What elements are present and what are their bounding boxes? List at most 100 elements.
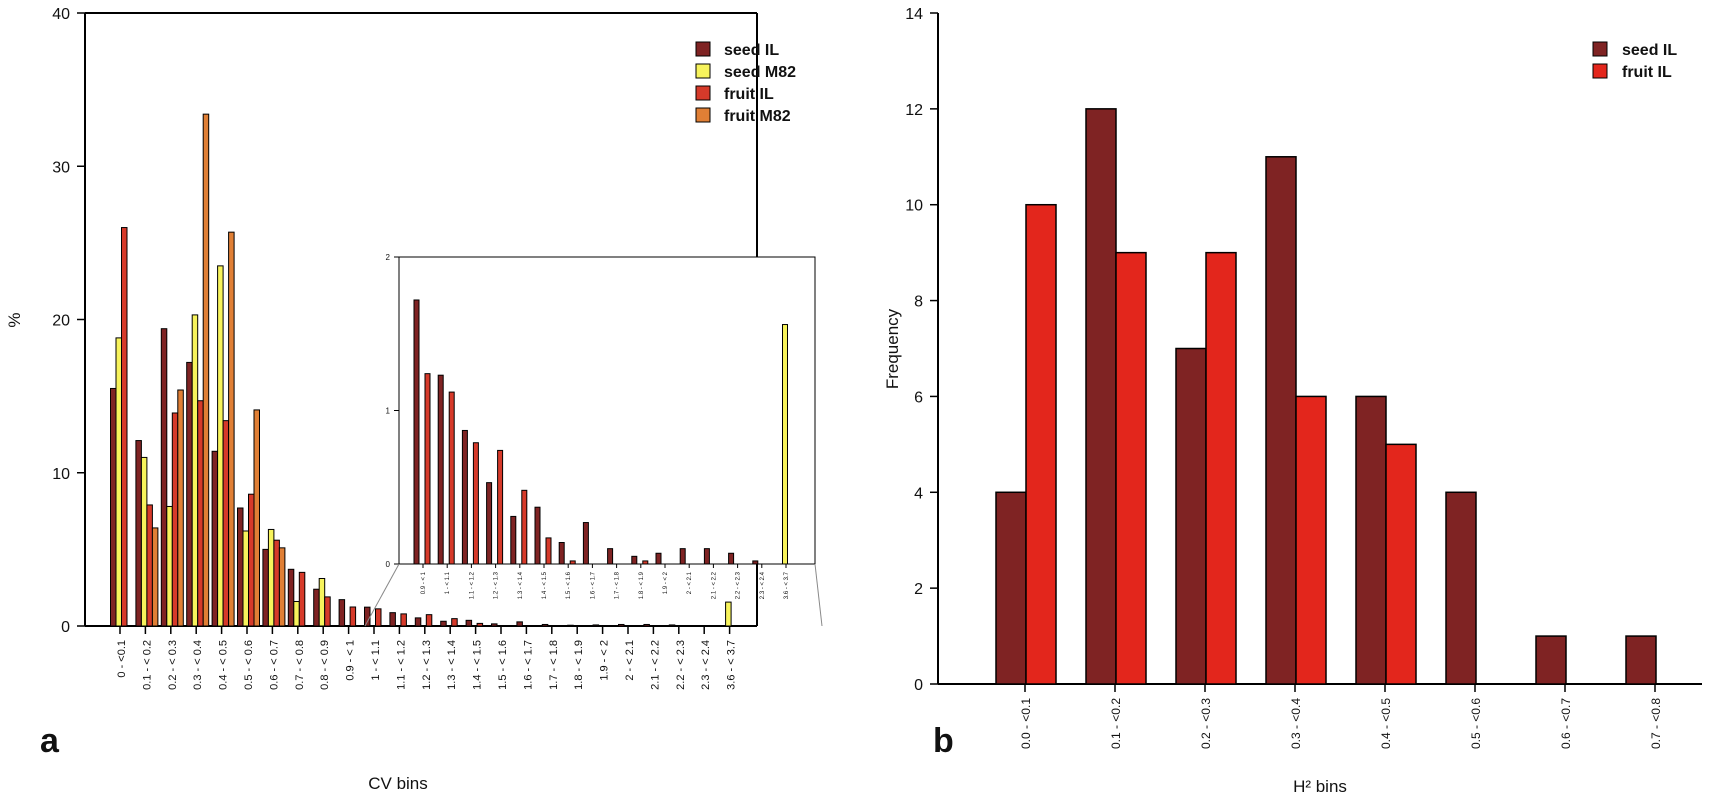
bar-seed-il	[364, 606, 371, 627]
inset-bar-seed-il	[437, 374, 444, 565]
bar-seed-il	[668, 624, 676, 627]
inset-x-tick-label: 2 - < 2.1	[687, 571, 693, 594]
x-tick-label: 1.9 - < 2	[599, 640, 611, 681]
inset-y-tick-label: 2	[386, 253, 391, 262]
legend-swatch	[1592, 41, 1608, 57]
legend-label: fruit IL	[724, 86, 774, 103]
inset-x-tick-label: 1.7 - < 1.8	[615, 571, 621, 599]
bar-fruit-il	[171, 412, 179, 627]
x-tick-label: 1 - < 1.1	[370, 640, 382, 681]
x-tick-label: 3.6 - < 3.7	[726, 640, 738, 690]
x-axis-label: H² bins	[1293, 777, 1347, 796]
legend-swatch	[1592, 63, 1608, 79]
legend-label: fruit M82	[724, 108, 791, 125]
bar-seed-m82	[242, 530, 249, 627]
bar-seed-il	[389, 612, 396, 627]
x-tick-label: 1.8 - < 1.9	[573, 640, 585, 690]
y-tick-label: 14	[905, 6, 923, 23]
bar-seed-il	[338, 599, 346, 627]
bar-fruit-m82	[228, 231, 235, 627]
y-tick-label: 20	[52, 313, 70, 330]
x-tick-label: 0.5 - < 0.6	[243, 640, 255, 690]
inset-bar-seed-il	[413, 299, 420, 565]
bar-seed-il	[160, 328, 168, 627]
inset-connector-left	[364, 563, 400, 627]
bar-fruit-m82	[253, 409, 260, 627]
inset-x-tick-label: 1.8 - < 1.9	[639, 571, 645, 599]
bar-fruit-il	[1115, 251, 1147, 685]
inset-x-tick-label: 0.9 - < 1	[421, 571, 427, 594]
legend-swatch	[695, 63, 711, 79]
x-tick-label: 0.2 - <0.3	[1199, 698, 1213, 749]
bar-seed-il	[211, 450, 219, 627]
bar-seed-il	[516, 621, 523, 627]
x-tick-label: 0.6 - < 0.7	[268, 640, 280, 690]
legend-label: seed M82	[724, 64, 796, 81]
bar-fruit-il	[1205, 251, 1237, 685]
inset-connector-right	[814, 563, 823, 627]
bar-fruit-il	[121, 227, 128, 627]
bar-seed-il	[186, 361, 193, 627]
bar-fruit-il	[375, 608, 382, 627]
bar-seed-m82	[725, 601, 732, 627]
inset-x-tick-label: 1.6 - < 1.7	[590, 571, 596, 599]
bar-seed-m82	[293, 600, 300, 627]
bar-fruit-il	[1025, 203, 1057, 685]
x-tick-label: 1.3 - < 1.4	[446, 640, 458, 690]
bar-seed-il	[1535, 635, 1567, 685]
inset-bar-seed-m82	[782, 324, 788, 565]
bar-seed-il	[1625, 635, 1657, 685]
x-tick-label: 2.3 - < 2.4	[700, 640, 712, 690]
bar-seed-il	[618, 623, 625, 627]
bar-seed-il	[313, 588, 320, 627]
x-tick-label: 0.9 - < 1	[345, 640, 357, 681]
x-tick-label: 2.1 - < 2.2	[649, 640, 661, 690]
inset-bar-seed-il	[703, 548, 710, 565]
x-tick-label: 0.3 - <0.4	[1289, 698, 1303, 749]
bar-seed-il	[414, 617, 422, 627]
bar-seed-il	[1265, 156, 1297, 685]
bar-fruit-m82	[202, 113, 210, 627]
inset-bar-fruit-il	[448, 391, 455, 565]
inset-bar-fruit-il	[424, 373, 431, 565]
inset-x-tick-label: 1.4 - < 1.5	[542, 571, 548, 599]
inset-bar-seed-il	[486, 482, 493, 565]
bar-seed-il	[567, 624, 574, 627]
inset-bar-seed-il	[582, 522, 589, 565]
y-tick-label: 0	[914, 677, 923, 694]
bar-seed-il	[135, 440, 142, 627]
panel-label-b: b	[933, 722, 954, 760]
inset-bar-seed-il	[461, 429, 468, 565]
bar-fruit-il	[349, 606, 357, 627]
bar-fruit-il	[476, 622, 484, 627]
bar-seed-il	[262, 548, 269, 627]
bar-seed-il	[110, 387, 117, 627]
inset-bar-seed-il	[510, 515, 517, 565]
y-tick-label: 10	[52, 466, 70, 483]
inset-y-tick-label: 0	[386, 560, 391, 569]
inset-bar-fruit-il	[569, 560, 576, 565]
inset-x-tick-label: 1.1 - < 1.2	[469, 571, 475, 599]
inset-x-tick-label: 1.2 - < 1.3	[494, 571, 500, 599]
bar-seed-il	[440, 620, 447, 627]
inset-x-tick-label: 2.1 - < 2.2	[711, 571, 717, 599]
y-tick-label: 0	[61, 619, 70, 636]
inset-bar-seed-il	[728, 552, 735, 565]
bar-fruit-il	[400, 613, 407, 627]
inset-x-tick-label: 1.5 - < 1.6	[566, 571, 572, 599]
legend-label: seed IL	[724, 42, 779, 59]
bar-seed-il	[592, 624, 600, 627]
legend-label: fruit IL	[1622, 64, 1672, 81]
bar-fruit-m82	[177, 389, 184, 627]
bar-seed-m82	[318, 577, 326, 627]
bar-fruit-il	[197, 400, 204, 627]
bar-fruit-il	[146, 504, 153, 627]
panel-label-a: a	[40, 722, 60, 760]
y-tick-label: 4	[914, 485, 923, 502]
y-tick-label: 40	[52, 6, 70, 23]
x-tick-label: 1.5 - < 1.6	[497, 640, 509, 690]
inset-x-tick-label: 3.6 - < 3.7	[784, 571, 790, 599]
bar-seed-m82	[217, 265, 224, 627]
legend-label: seed IL	[1622, 42, 1677, 59]
inset-bar-fruit-il	[545, 537, 552, 565]
